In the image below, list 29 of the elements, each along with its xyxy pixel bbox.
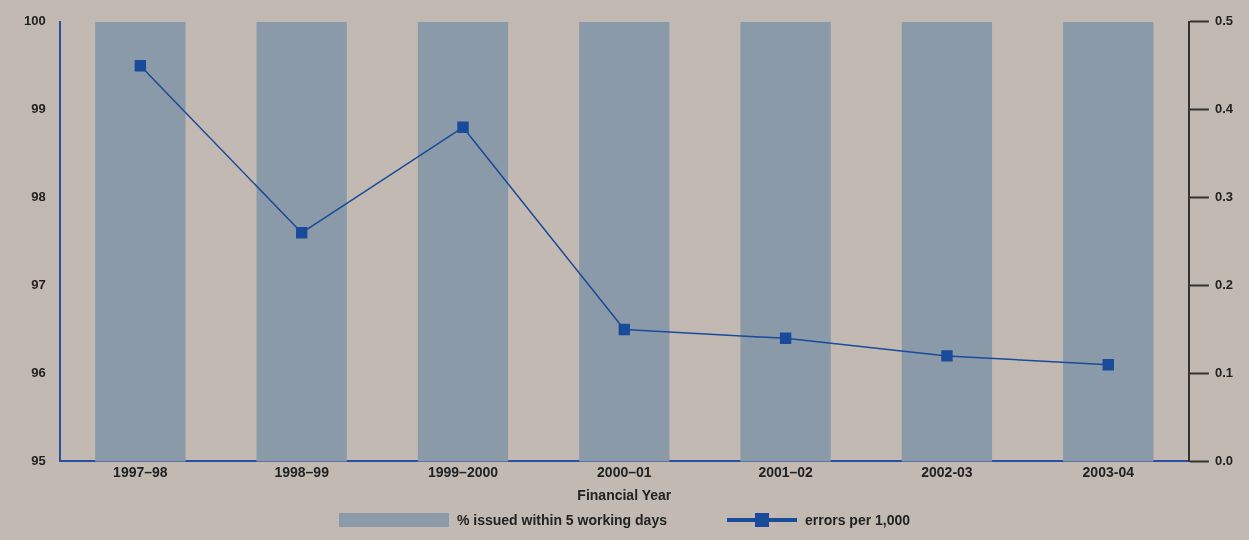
y2-tick-label: 0.3 bbox=[1214, 189, 1234, 205]
x-tick-label: 2000–01 bbox=[597, 463, 652, 480]
point bbox=[457, 121, 469, 133]
y-tick-label: 96 bbox=[31, 365, 46, 381]
x-tick-label: 1997–98 bbox=[113, 463, 168, 480]
y-tick-label: 99 bbox=[31, 101, 46, 117]
y-tick-label: 95 bbox=[31, 452, 46, 468]
y-tick-label: 98 bbox=[31, 189, 46, 205]
point bbox=[1102, 358, 1114, 371]
x-axis-title: Financial Year bbox=[577, 487, 672, 504]
point bbox=[295, 227, 308, 239]
series-label: % issued within 5 working days bbox=[456, 512, 667, 528]
y2-tick-label: 0.5 bbox=[1214, 13, 1234, 29]
x-tick-label: 2002-03 bbox=[921, 463, 973, 480]
y2-tick-label: 0.1 bbox=[1214, 365, 1234, 381]
y-tick-label: 97 bbox=[31, 277, 46, 293]
y2-tick-label: 0.0 bbox=[1214, 452, 1234, 468]
x-tick-label: 1998–99 bbox=[274, 463, 330, 480]
y2-tick-label: 0.2 bbox=[1214, 277, 1234, 293]
point bbox=[134, 60, 147, 72]
y2-tick-label: 0.4 bbox=[1214, 101, 1234, 117]
y-tick-label: 100 bbox=[23, 13, 46, 29]
x-tick-label: 2003-04 bbox=[1082, 463, 1135, 480]
legend-label: errors per 1,000 bbox=[804, 512, 911, 528]
point bbox=[941, 350, 953, 362]
point bbox=[618, 323, 631, 336]
x-tick-label: 2001–02 bbox=[758, 463, 814, 480]
x-tick-label: 1999–2000 bbox=[427, 463, 499, 480]
point bbox=[779, 332, 792, 345]
